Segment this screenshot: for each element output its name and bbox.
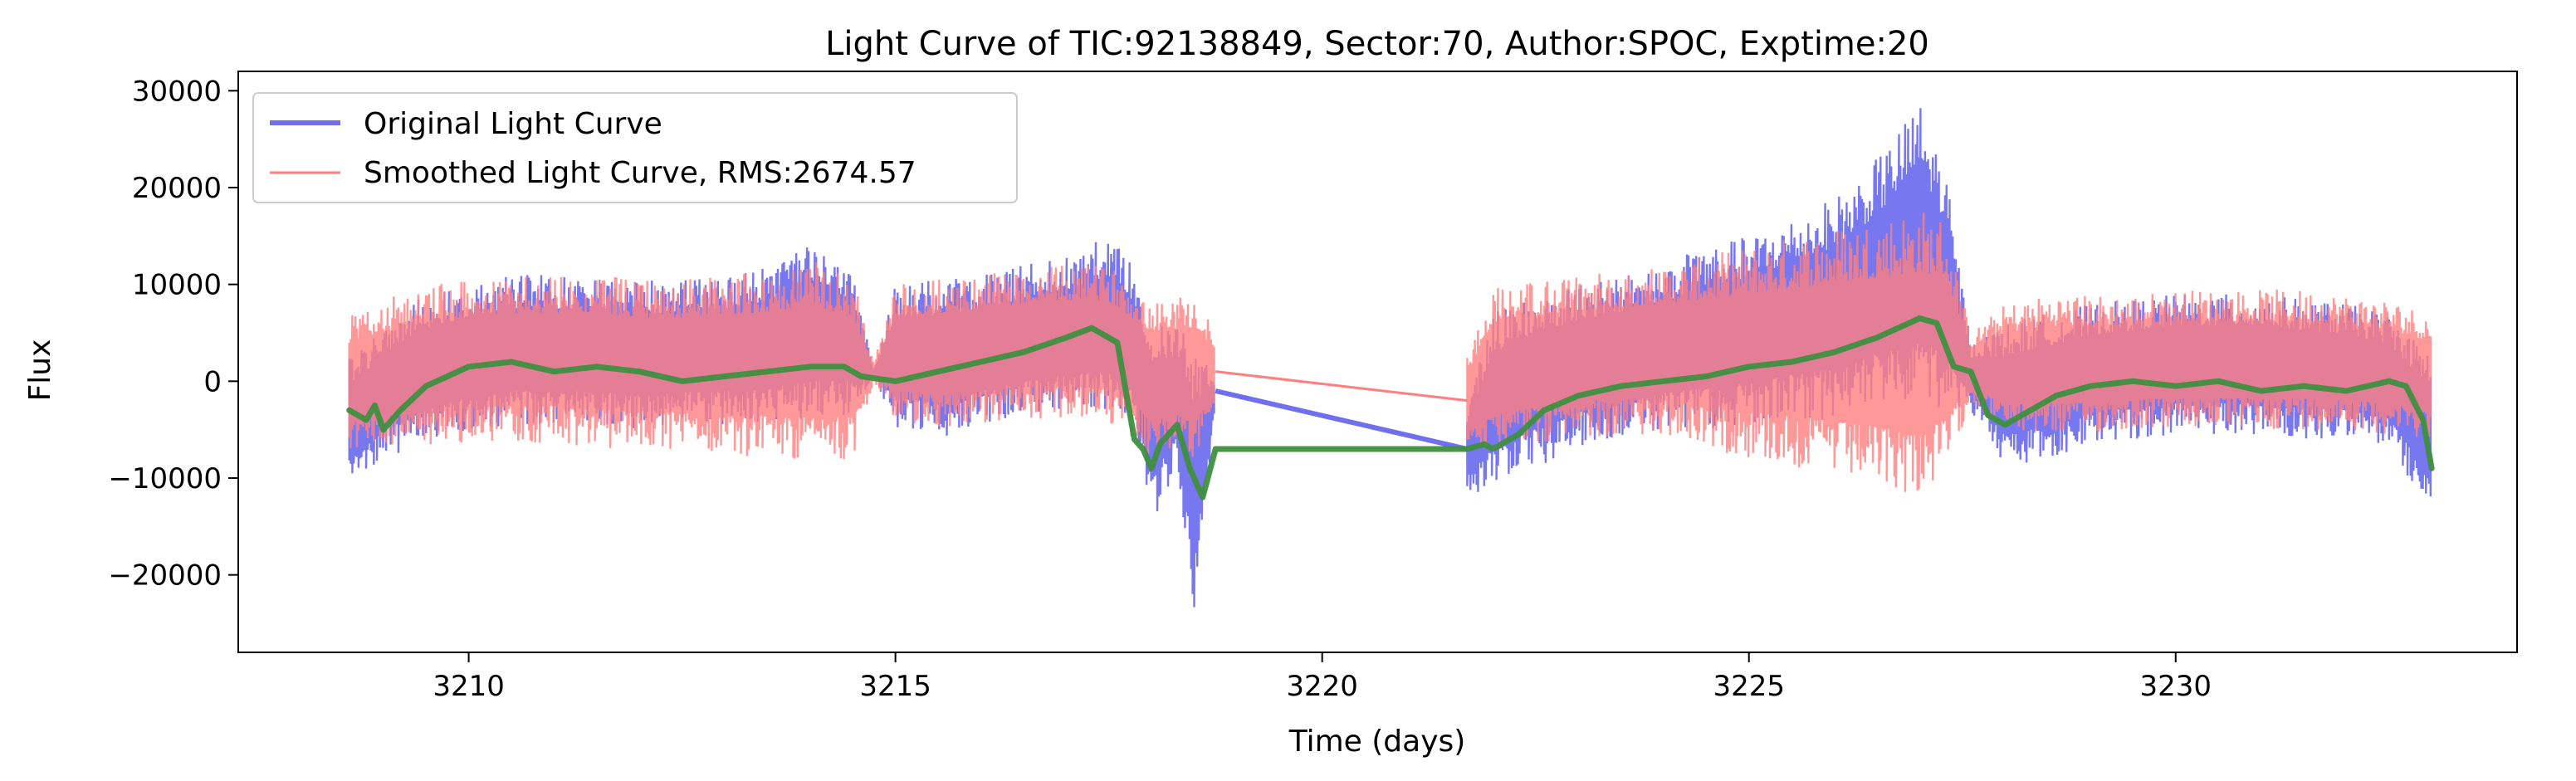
series-2 <box>346 315 2435 500</box>
x-axis-label: Time (days) <box>1288 725 1466 759</box>
y-tick-label: −20000 <box>108 559 222 593</box>
x-tick-label: 3220 <box>1286 670 1358 703</box>
y-axis-ticks: −20000 −10000 0 10000 20000 30000 <box>108 75 238 593</box>
y-tick-label: 20000 <box>132 172 222 205</box>
legend: Original Light Curve Smoothed Light Curv… <box>252 92 1018 203</box>
y-tick-label: 30000 <box>132 75 222 108</box>
series-1 <box>348 212 2432 492</box>
x-tick-label: 3210 <box>433 670 505 703</box>
x-axis-ticks: 3210 3215 3220 3225 3230 <box>433 652 2212 703</box>
chart-title: Light Curve of TIC:92138849, Sector:70, … <box>825 25 1929 63</box>
series-1-gap-connector <box>1215 370 1468 403</box>
series-1-band-segment-0 <box>348 262 1215 460</box>
y-tick-label: 10000 <box>132 269 222 302</box>
plot-frame <box>237 71 2518 653</box>
series-layer <box>346 108 2435 608</box>
y-axis-label: Flux <box>23 339 57 402</box>
legend-box <box>252 92 1018 203</box>
legend-label-original: Original Light Curve <box>364 107 662 141</box>
y-tick-label: 0 <box>203 365 222 398</box>
legend-label-smoothed: Smoothed Light Curve, RMS:2674.57 <box>364 156 917 190</box>
series-1-band-segment-1 <box>1466 212 2432 492</box>
x-tick-label: 3225 <box>1713 670 1785 703</box>
y-tick-label: −10000 <box>108 462 222 495</box>
x-tick-label: 3230 <box>2139 670 2212 703</box>
series-0-gap-connector <box>1215 388 1469 452</box>
series-2-line <box>346 315 2435 500</box>
x-tick-label: 3215 <box>859 670 931 703</box>
